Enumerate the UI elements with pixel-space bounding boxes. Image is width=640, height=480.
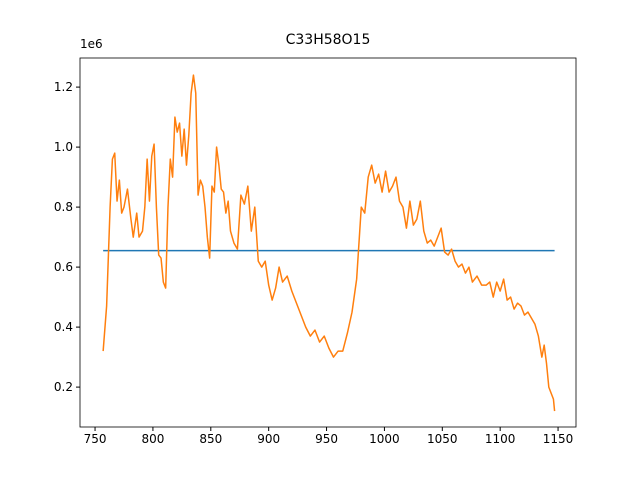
- x-tick-label: 1150: [543, 432, 574, 446]
- chart-title: C33H58O15: [286, 32, 371, 48]
- y-tick-label: 1.0: [54, 140, 73, 154]
- y-tick-label: 0.2: [54, 380, 73, 394]
- y-tick-label: 1.2: [54, 80, 73, 94]
- y-tick-label: 0.6: [54, 260, 73, 274]
- x-tick-label: 800: [141, 432, 164, 446]
- x-tick-label: 950: [315, 432, 338, 446]
- plot-frame: [79, 57, 577, 428]
- x-tick-label: 1050: [427, 432, 458, 446]
- x-tick-label: 750: [84, 432, 107, 446]
- x-tick-label: 1100: [485, 432, 516, 446]
- y-tick-label: 0.4: [54, 320, 73, 334]
- x-tick-label: 900: [257, 432, 280, 446]
- y-offset-label: 1e6: [80, 37, 103, 51]
- y-tick-label: 0.8: [54, 200, 73, 214]
- x-tick-label: 850: [199, 432, 222, 446]
- x-tick-label: 1000: [369, 432, 400, 446]
- data-line: [102, 74, 556, 412]
